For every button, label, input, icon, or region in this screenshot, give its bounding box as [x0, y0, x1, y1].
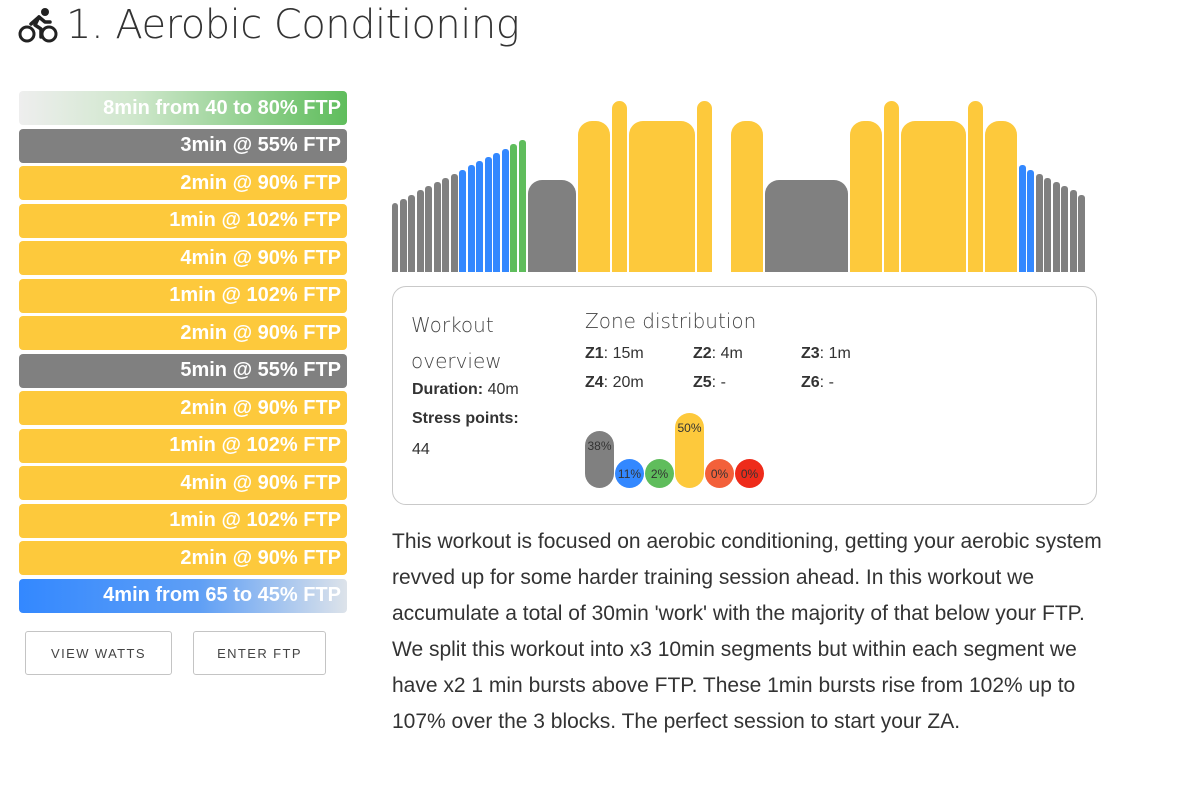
power-bar	[697, 101, 713, 272]
power-bar	[1061, 186, 1069, 272]
workout-step: 1min @ 102% FTP	[19, 203, 347, 238]
power-bar	[1035, 173, 1043, 272]
zone-z4: Z4: 20m	[585, 374, 644, 391]
workout-step: 1min @ 102% FTP	[19, 428, 347, 463]
power-bar	[629, 121, 696, 272]
power-bar	[1027, 169, 1035, 272]
stress-value: 44	[412, 441, 430, 458]
power-bar	[399, 198, 407, 272]
power-bar	[883, 101, 899, 272]
zone-z2: Z2: 4m	[693, 345, 743, 362]
overview-title: Workout overview	[411, 313, 502, 373]
workout-overview-card: Workout overview Duration: 40m Stress po…	[392, 286, 1097, 505]
power-bar	[1044, 177, 1052, 272]
power-bar	[731, 121, 763, 272]
power-bar	[450, 173, 458, 272]
workout-step: 1min @ 102% FTP	[19, 278, 347, 313]
zone-z1: Z1: 15m	[585, 345, 644, 362]
page-title: 1. Aerobic Conditioning	[18, 2, 520, 48]
power-bar	[476, 161, 484, 272]
power-bar	[518, 140, 526, 272]
power-bar	[484, 157, 492, 272]
workout-step: 4min from 65 to 45% FTP	[19, 578, 347, 613]
workout-step: 2min @ 90% FTP	[19, 541, 347, 575]
power-bar	[510, 144, 518, 272]
enter-ftp-button[interactable]: ENTER FTP	[193, 631, 326, 675]
power-bar	[985, 121, 1018, 272]
workout-step: 4min @ 90% FTP	[19, 466, 347, 500]
power-bar	[1052, 182, 1060, 272]
workout-step: 4min @ 90% FTP	[19, 241, 347, 275]
power-bar	[391, 203, 399, 272]
power-bar	[900, 121, 967, 272]
power-bar	[612, 101, 628, 272]
workout-steps-list: 8min from 40 to 80% FTP 3min @ 55% FTP 2mi…	[19, 91, 347, 616]
power-bar	[527, 180, 577, 272]
zone-z3: Z3: 1m	[801, 345, 851, 362]
stress-label: Stress points:	[412, 410, 519, 427]
power-bar	[493, 152, 501, 272]
cyclist-icon	[18, 8, 58, 43]
zone-bar: 11%	[615, 459, 644, 488]
power-bar	[408, 194, 416, 272]
workout-profile-chart	[391, 88, 1086, 272]
zone-distribution-title: Zone distribution	[585, 309, 757, 333]
workout-step: 2min @ 90% FTP	[19, 391, 347, 425]
power-bar	[425, 186, 433, 272]
power-bar	[764, 180, 848, 272]
power-bar	[1078, 194, 1085, 272]
power-bar	[433, 182, 441, 272]
workout-step: 3min @ 55% FTP	[19, 128, 347, 163]
workout-step: 2min @ 90% FTP	[19, 316, 347, 350]
power-bar	[442, 177, 450, 272]
duration-row: Duration: 40m	[412, 381, 519, 399]
workout-step: 2min @ 90% FTP	[19, 166, 347, 200]
zone-distribution-chart: 38% 11% 2% 50% 0% 0%	[585, 413, 785, 488]
workout-step: 8min from 40 to 80% FTP	[19, 91, 347, 125]
power-bar	[578, 121, 611, 272]
power-bar	[1018, 165, 1026, 272]
zone-bar: 2%	[645, 459, 674, 488]
power-bar	[416, 190, 424, 272]
workout-step: 1min @ 102% FTP	[19, 503, 347, 538]
zone-bar: 50%	[675, 413, 704, 488]
zone-z6: Z6: -	[801, 374, 834, 391]
power-bar	[467, 165, 475, 272]
page-title-text: 1. Aerobic Conditioning	[66, 2, 520, 48]
power-bar	[459, 169, 467, 272]
zone-bar: 38%	[585, 431, 614, 488]
view-watts-button[interactable]: VIEW WATTS	[25, 631, 172, 675]
duration-value: 40m	[487, 381, 519, 398]
zone-z5: Z5: -	[693, 374, 726, 391]
zone-bar: 0%	[705, 459, 734, 488]
duration-label: Duration:	[412, 381, 484, 398]
power-bar	[849, 121, 882, 272]
power-bar	[1069, 190, 1077, 272]
power-bar	[501, 148, 509, 272]
workout-step: 5min @ 55% FTP	[19, 353, 347, 388]
workout-description: This workout is focused on aerobic condi…	[392, 530, 1102, 733]
power-bar	[968, 101, 984, 272]
zone-bar: 0%	[735, 459, 764, 488]
